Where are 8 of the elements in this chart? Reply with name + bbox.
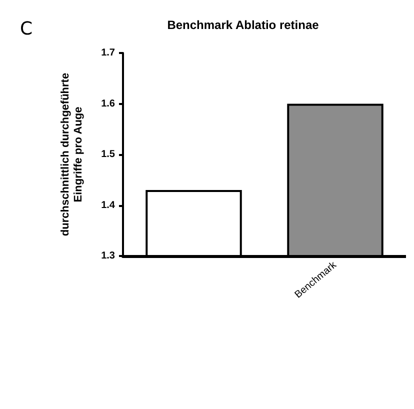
y-tick-label: 1.6 [101, 98, 116, 110]
y-axis-title: durchschnittlich durchgeführte Eingriffe pro Auge [60, 72, 84, 236]
y-tick-label: 1.5 [101, 149, 116, 160]
chart-title: Benchmark Ablatio retinae [167, 18, 320, 32]
text: C [20, 18, 33, 40]
y-tick-label: 1.7 [101, 48, 116, 58]
y-tick-label: 1.3 [101, 250, 116, 262]
y-tick-label: 1.4 [101, 200, 116, 211]
